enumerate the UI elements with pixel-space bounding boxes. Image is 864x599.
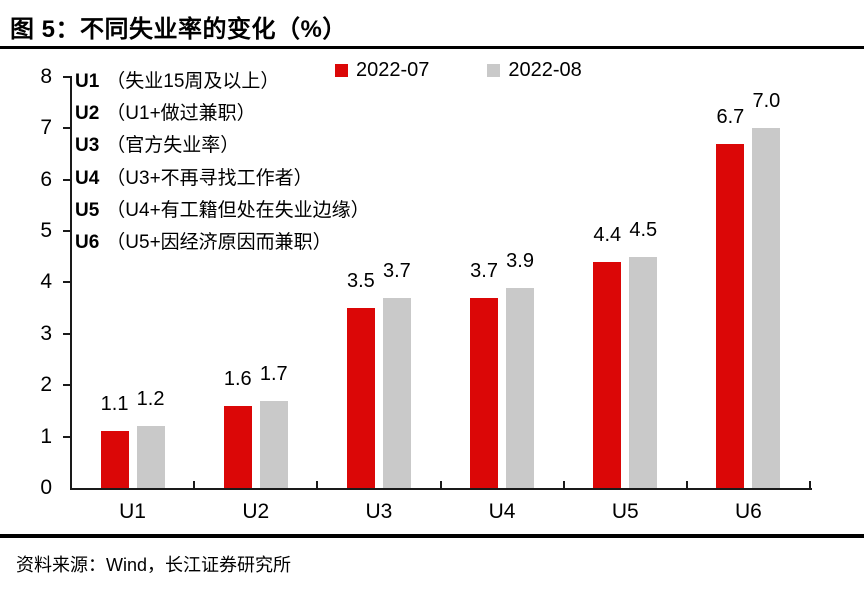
bar-value-label-2022-07-U2: 1.6: [223, 367, 252, 390]
legend-item-2022-07: 2022-07: [335, 60, 429, 80]
bar-2022-07-U3: [346, 308, 375, 488]
definition-term: U6: [75, 232, 100, 253]
y-axis-label-7: 7: [40, 116, 52, 140]
bar-2022-07-U6: [716, 143, 745, 488]
x-axis-label-U5: U5: [611, 500, 639, 523]
definition-text: （U5+因经济原因而兼职）: [106, 232, 332, 253]
definition-text: （失业15周及以上）: [106, 71, 280, 92]
bar-value-label-2022-08-U5: 4.5: [629, 218, 658, 241]
definition-U5: U5 （U4+有工籍但处在失业边缘）: [75, 200, 370, 222]
bar-value-label-2022-07-U3: 3.5: [347, 270, 375, 293]
bar-2022-08-U3: [382, 297, 411, 488]
definition-term: U4: [75, 167, 100, 189]
source-note: 资料来源：Wind，长江证券研究所: [16, 555, 292, 575]
y-axis-tick: [63, 281, 71, 284]
bar-value-label-2022-07-U1: 1.1: [100, 393, 129, 416]
x-axis-label-U1: U1: [119, 500, 146, 523]
y-axis-label-6: 6: [40, 167, 52, 191]
x-axis-tick: [685, 481, 688, 488]
figure-title: 图 5：不同失业率的变化（%）: [10, 16, 347, 43]
bottom-divider: [0, 534, 864, 538]
definition-U4: U4 （U3+不再寻找工作者）: [75, 168, 313, 190]
x-axis-label-U2: U2: [242, 500, 270, 523]
bar-value-label-2022-07-U4: 3.7: [470, 259, 498, 282]
bar-2022-07-U1: [100, 431, 129, 488]
y-axis-tick: [63, 384, 71, 387]
y-axis-tick: [63, 127, 71, 130]
bar-value-label-2022-08-U1: 1.2: [136, 388, 165, 411]
x-axis-label-U3: U3: [365, 500, 393, 523]
y-axis-label-5: 5: [40, 219, 52, 242]
y-axis-tick: [63, 230, 71, 232]
legend-swatch-red: [335, 63, 348, 77]
y-axis-tick: [63, 178, 71, 181]
legend-item-2022-08: 2022-08: [487, 59, 582, 81]
bar-value-label-2022-08-U4: 3.9: [506, 249, 534, 272]
bar-value-label-2022-07-U6: 6.7: [716, 105, 745, 128]
definition-U3: U3 （官方失业率）: [75, 135, 239, 157]
definition-term: U3: [75, 135, 100, 157]
y-axis-label-3: 3: [40, 321, 52, 345]
definition-text: （U4+有工籍但处在失业边缘）: [106, 199, 370, 221]
bar-2022-07-U4: [470, 297, 499, 488]
legend-swatch-gray: [487, 63, 501, 77]
bar-value-label-2022-07-U5: 4.4: [593, 223, 622, 246]
y-axis-label-1: 1: [40, 424, 52, 448]
x-axis-label-U6: U6: [734, 500, 762, 523]
x-axis-tick: [809, 481, 811, 488]
x-axis-label-U4: U4: [488, 500, 516, 523]
y-axis-label-2: 2: [40, 373, 52, 397]
definition-U2: U2 （U1+做过兼职）: [75, 103, 256, 125]
y-axis-tick: [63, 75, 71, 78]
chart-legend: 2022-07 2022-08: [335, 60, 582, 80]
title-divider: [0, 46, 864, 49]
definition-term: U2: [75, 103, 100, 125]
x-axis-line: [70, 488, 812, 490]
bar-2022-08-U4: [506, 287, 535, 488]
legend-label-2022-08: 2022-08: [508, 59, 582, 81]
definition-term: U5: [75, 199, 100, 221]
y-axis-label-0: 0: [40, 476, 52, 499]
x-axis-tick: [193, 481, 196, 488]
definition-text: （U1+做过兼职）: [106, 103, 256, 125]
definition-text: （U3+不再寻找工作者）: [106, 167, 313, 189]
bar-2022-08-U6: [752, 128, 781, 488]
bar-2022-08-U2: [259, 400, 288, 488]
definition-term: U1: [75, 71, 100, 92]
definition-U1: U1 （失业15周及以上）: [75, 71, 279, 93]
y-axis-tick: [63, 332, 71, 335]
definition-text: （官方失业率）: [106, 135, 240, 157]
y-axis-label-8: 8: [40, 64, 52, 88]
x-axis-tick: [439, 481, 442, 488]
y-axis-line: [70, 76, 72, 488]
y-axis-tick: [63, 435, 71, 438]
bar-value-label-2022-08-U2: 1.7: [259, 362, 288, 385]
bar-2022-08-U1: [136, 426, 165, 488]
bar-2022-07-U5: [593, 261, 622, 488]
bar-value-label-2022-08-U6: 7.0: [752, 90, 781, 113]
bar-value-label-2022-08-U3: 3.7: [383, 259, 411, 282]
y-axis-label-4: 4: [40, 270, 52, 294]
x-axis-tick: [316, 481, 319, 488]
bar-2022-07-U2: [223, 405, 252, 488]
definition-U6: U6 （U5+因经济原因而兼职）: [75, 232, 332, 254]
x-axis-tick: [562, 481, 565, 488]
bar-2022-08-U5: [629, 256, 658, 488]
legend-label-2022-07: 2022-07: [356, 59, 430, 81]
